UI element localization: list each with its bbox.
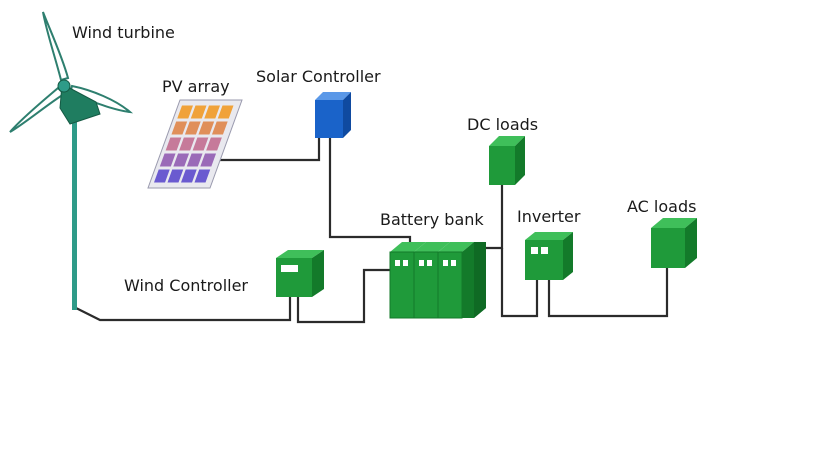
wire-inverter-to-ac-loads — [547, 268, 669, 318]
pv-cell — [154, 169, 170, 183]
pv-cell — [192, 137, 209, 151]
pv-cell — [173, 153, 190, 167]
label-pv-array: PV array — [162, 77, 230, 96]
wind-controller-front — [276, 258, 312, 297]
pv-cell — [200, 153, 217, 167]
load-box-icon — [489, 136, 525, 185]
label-inverter: Inverter — [517, 207, 581, 226]
dc-loads-side — [515, 136, 525, 185]
turbine-blade-left — [9, 86, 66, 133]
label-ac-loads: AC loads — [627, 197, 696, 216]
inverter-side — [563, 232, 573, 280]
turbine-blade-up — [42, 11, 70, 82]
pv-cell — [171, 121, 188, 135]
label-dc-loads: DC loads — [467, 115, 538, 134]
pv-cell — [190, 105, 207, 119]
pv-cell — [186, 153, 203, 167]
pv-cell — [184, 121, 201, 135]
label-solar-controller: Solar Controller — [256, 67, 381, 86]
wind-controller-side — [312, 250, 324, 297]
wire-wind-controller-to-battery — [296, 268, 390, 324]
pv-cell — [217, 105, 234, 119]
inverter-front — [525, 240, 563, 280]
load-box-icon — [651, 218, 697, 268]
ac-loads-front — [651, 228, 685, 268]
dc-loads-front — [489, 146, 515, 185]
solar-controller-side — [343, 92, 351, 138]
battery-cell — [389, 242, 426, 319]
turbine-hub — [57, 79, 71, 93]
label-battery-bank: Battery bank — [380, 210, 484, 229]
pv-cell — [177, 105, 193, 119]
pv-cell — [206, 137, 222, 151]
pv-cell — [165, 137, 182, 151]
wire-solar-controller-to-battery — [328, 138, 412, 246]
wiring — [75, 138, 669, 324]
turbine-tower — [72, 108, 77, 310]
battery-right-face — [474, 242, 486, 318]
pv-cell — [194, 169, 211, 183]
label-wind-controller: Wind Controller — [124, 276, 248, 295]
wire-battery-to-dc-loads — [486, 185, 504, 250]
pv-cell — [179, 137, 195, 151]
wind-controller-top — [276, 250, 324, 258]
wire-pv-to-solar-controller — [212, 138, 321, 162]
controller-box-icon — [276, 250, 324, 297]
pv-cell — [211, 121, 228, 135]
inverter-indicator — [541, 247, 548, 254]
solar-controller-top — [315, 92, 351, 100]
label-wind-turbine: Wind turbine — [72, 23, 175, 42]
pv-cell — [204, 105, 220, 119]
ac-loads-top — [651, 218, 697, 228]
pv-cell — [198, 121, 215, 135]
inverter-indicator — [531, 247, 538, 254]
dc-loads-top — [489, 136, 525, 146]
controller-box-icon — [315, 92, 351, 138]
wind-controller-display — [281, 265, 298, 272]
turbine-nacelle — [59, 83, 101, 125]
pv-cell — [181, 169, 197, 183]
ac-loads-side — [685, 218, 697, 268]
pv-cell — [159, 153, 176, 167]
inverter-top — [525, 232, 573, 240]
pv-cell — [167, 169, 184, 183]
wind-turbine-icon — [9, 11, 134, 310]
solar-panel-icon — [147, 99, 243, 189]
wire-turbine-to-wind-controller — [75, 297, 292, 322]
pv-cells — [154, 105, 234, 183]
inverter-box-icon — [525, 232, 573, 280]
wire-dc-bus-to-inverter — [500, 248, 539, 318]
solar-controller-front — [315, 100, 343, 138]
battery-icon — [389, 242, 486, 319]
